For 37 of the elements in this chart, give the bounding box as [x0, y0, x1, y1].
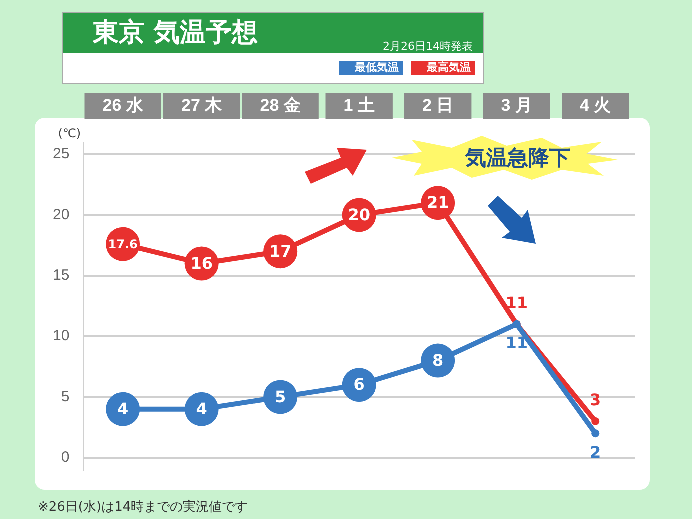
text: ※26日(水)は14時までの実況値です: [38, 499, 248, 516]
data-label: 16: [190, 254, 213, 273]
y-tick-label: 5: [61, 388, 70, 406]
data-label: 17: [269, 242, 292, 261]
point: [264, 380, 298, 414]
x-tick-label: 1 土: [344, 96, 375, 115]
data-label: 4: [117, 399, 129, 418]
chart-title: 東京 気温予想: [93, 18, 258, 48]
point: [421, 344, 456, 378]
chart-subtitle: 2月26日14時発表: [383, 39, 473, 54]
data-label: 11: [506, 294, 528, 313]
data-label: 17.6: [108, 237, 138, 252]
data-label: 11: [506, 334, 528, 353]
x-tick-label: 3 月: [501, 96, 532, 115]
data-label: 20: [348, 205, 370, 224]
data-label: 6: [354, 375, 365, 394]
text: 最高気温: [411, 61, 475, 75]
x-tick-label: 4 火: [580, 96, 612, 115]
data-label: 21: [426, 193, 450, 212]
x-tick-label: 26 水: [102, 96, 144, 115]
data-label: 2: [590, 442, 602, 462]
y-tick-label: 20: [52, 206, 70, 224]
annotation: 気温急降下: [464, 145, 572, 172]
y-tick-label: 0: [61, 449, 70, 466]
data-label: 5: [275, 387, 286, 406]
x-tick-label: 28 金: [260, 96, 301, 115]
y-axis-title: (℃): [58, 126, 82, 141]
text: 最低気温: [339, 61, 403, 75]
data-label: 3: [590, 390, 602, 410]
y-tick-label: 15: [52, 267, 70, 284]
x-tick-label: 27 木: [182, 96, 224, 115]
x-tick-label: 2 日: [422, 96, 454, 115]
y-tick-label: 10: [52, 328, 70, 345]
data-label: 4: [196, 399, 208, 418]
point: [342, 368, 376, 402]
data-label: 8: [432, 350, 444, 370]
y-tick-label: 25: [52, 146, 70, 163]
